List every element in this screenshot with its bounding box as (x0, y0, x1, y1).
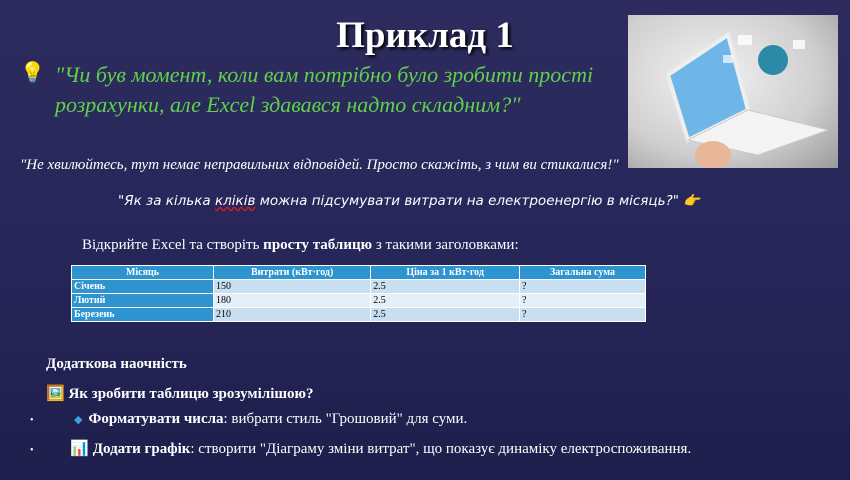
cell: ? (518, 293, 647, 308)
header-cell: Витрати (кВт·год) (212, 265, 372, 280)
reassurance-text: "Не хвилюйтесь, тут немає неправильних в… (20, 157, 619, 173)
bullet-text: : вибрати стиль "Грошовий" для суми. (223, 411, 468, 427)
table-row: Січень 150 2.5? (71, 279, 647, 294)
cell: ? (518, 279, 647, 294)
extra-heading: Додаткова наочність (46, 356, 187, 372)
header-cell: Ціна за 1 кВт·год (370, 265, 520, 280)
intro-quote: "Чи був момент, коли вам потрібно було з… (55, 62, 594, 117)
table-header-row: Місяць Витрати (кВт·год) Ціна за 1 кВт·г… (71, 265, 647, 280)
table-row: Лютий 180 2.5? (71, 293, 647, 308)
bullet-bold: Додати графік (92, 441, 191, 457)
bullet-text: : створити "Діаграму зміни витрат", що п… (190, 441, 692, 457)
pointing-hand-icon: 👉 (683, 193, 701, 209)
question-text: "Як за кілька кліків можна підсумувати в… (118, 193, 700, 209)
bullet-item: • 📊 Додати графік: створити "Діаграму змін… (30, 441, 692, 457)
how-heading-text: Як зробити таблицю зрозумілішою? (68, 386, 314, 402)
picture-icon: 🖼️ (46, 386, 65, 402)
cell: 2.5 (370, 307, 520, 322)
cell: 2.5 (370, 279, 520, 294)
question-part: "Як за кілька (118, 193, 215, 209)
instruction-bold: просту таблицю (263, 237, 373, 253)
cell: ? (518, 307, 647, 322)
cell: 180 (212, 293, 372, 308)
chart-icon: 📊 (70, 441, 89, 457)
slide-title: Приклад 1 (336, 15, 514, 56)
cell: Січень (71, 279, 214, 294)
lightbulb-icon: 💡 (20, 62, 45, 84)
table-row: Березень 210 2.5? (71, 307, 647, 322)
cell: 210 (212, 307, 372, 322)
instruction: Відкрийте Excel та створіть просту табли… (82, 237, 519, 254)
cell: Березень (71, 307, 214, 322)
cell: 2.5 (370, 293, 520, 308)
header-cell: Місяць (71, 265, 214, 280)
instruction-part: Відкрийте Excel та створіть (82, 237, 264, 253)
question-part: можна підсумувати витрати на електроенер… (255, 193, 684, 209)
bullet-bold: Форматувати числа (88, 411, 224, 427)
laptop-hand-image (628, 15, 838, 168)
cell: Лютий (71, 293, 214, 308)
header-cell: Загальна сума (518, 265, 647, 280)
diamond-icon: ◆ (74, 414, 83, 426)
question-underlined: кліків (215, 193, 256, 209)
instruction-part: з такими заголовками: (372, 237, 519, 253)
how-heading: 🖼️ Як зробити таблицю зрозумілішою? (46, 384, 314, 403)
example-table: Місяць Витрати (кВт·год) Ціна за 1 кВт·г… (71, 265, 647, 322)
cell: 150 (212, 279, 372, 294)
bullet-item: • ◆ Форматувати числа: вибрати стиль "Грош… (30, 411, 468, 427)
